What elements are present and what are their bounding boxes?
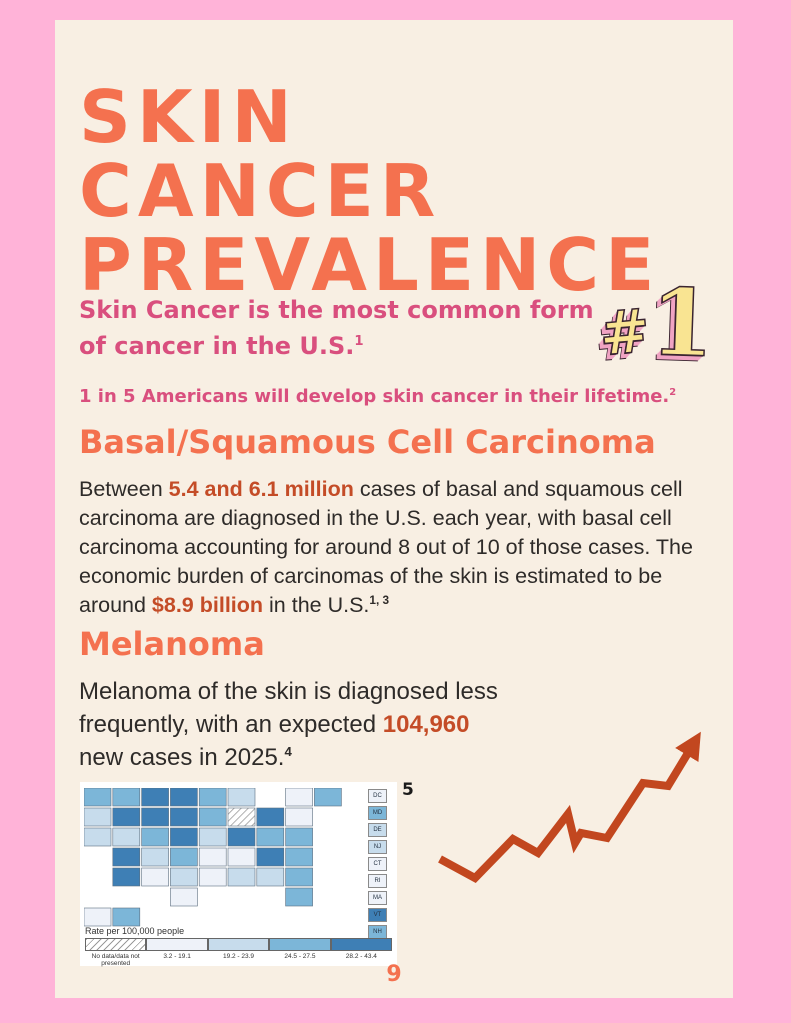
legend-swatch bbox=[85, 938, 147, 951]
map-legend-bar bbox=[85, 938, 393, 951]
us-choropleth-map-panel: DC MD DE NJ CT RI MA VT NH Rate per 100,000 peop… bbox=[80, 782, 397, 967]
basal-paragraph: Between 5.4 and 6.1 million cases of bas… bbox=[79, 477, 693, 617]
legend-swatch bbox=[330, 938, 393, 951]
subtitle-footnote-ref: 1 bbox=[354, 334, 364, 349]
melanoma-paragraph: Melanoma of the skin is diagnosed less f… bbox=[79, 678, 498, 771]
infographic-page: SKIN CANCER PREVALENCE #1 Skin Cancer is… bbox=[55, 20, 733, 998]
legend-label: 24.5 - 27.5 bbox=[284, 953, 316, 960]
inset-state-md: MD bbox=[368, 806, 387, 820]
trend-arrow-graphic bbox=[438, 731, 701, 883]
number-one-badge: #1 bbox=[596, 266, 717, 379]
inset-state-nh: NH bbox=[368, 925, 387, 939]
map-legend-title: Rate per 100,000 people bbox=[85, 926, 185, 936]
us-map bbox=[84, 788, 342, 927]
page-number: 9 bbox=[386, 962, 402, 987]
inset-state-nj: NJ bbox=[368, 840, 387, 854]
title-line-3: PREVALENCE bbox=[79, 223, 661, 307]
inset-state-ma: MA bbox=[368, 891, 387, 905]
fact-footnote-ref: 2 bbox=[669, 387, 677, 398]
subtitle-text: Skin Cancer is the most common form of c… bbox=[79, 296, 594, 360]
map-footnote-ref: 5 bbox=[402, 780, 414, 800]
legend-swatch bbox=[269, 938, 331, 951]
page-title: SKIN CANCER PREVALENCE bbox=[79, 80, 660, 302]
legend-swatch bbox=[207, 938, 270, 951]
inset-state-dc: DC bbox=[368, 789, 387, 803]
fact-line: 1 in 5 Americans will develop skin cance… bbox=[79, 385, 676, 409]
inset-state-de: DE bbox=[368, 823, 387, 837]
legend-label: 28.2 - 43.4 bbox=[345, 953, 377, 960]
subtitle: Skin Cancer is the most common form of c… bbox=[79, 292, 599, 364]
title-line-1: SKIN bbox=[79, 75, 298, 159]
map-inset-states: DC MD DE NJ CT RI MA VT NH bbox=[368, 789, 387, 939]
fact-text: 1 in 5 Americans will develop skin cance… bbox=[79, 386, 670, 407]
inset-state-ri: RI bbox=[368, 874, 387, 888]
map-legend-labels: No data/data not presented 3.2 - 19.1 19.2… bbox=[85, 953, 392, 967]
inset-state-vt: VT bbox=[368, 908, 387, 922]
legend-label: 3.2 - 19.1 bbox=[163, 953, 191, 960]
title-line-2: CANCER bbox=[79, 149, 442, 233]
basal-heading: Basal/Squamous Cell Carcinoma bbox=[79, 423, 656, 461]
melanoma-heading: Melanoma bbox=[79, 625, 265, 663]
inset-state-ct: CT bbox=[368, 857, 387, 871]
legend-label: 19.2 - 23.9 bbox=[222, 953, 255, 960]
badge-hash-symbol: # bbox=[596, 295, 654, 371]
legend-label: No data/data not presented bbox=[91, 953, 140, 967]
legend-swatch bbox=[146, 938, 208, 951]
badge-number: 1 bbox=[648, 267, 717, 379]
